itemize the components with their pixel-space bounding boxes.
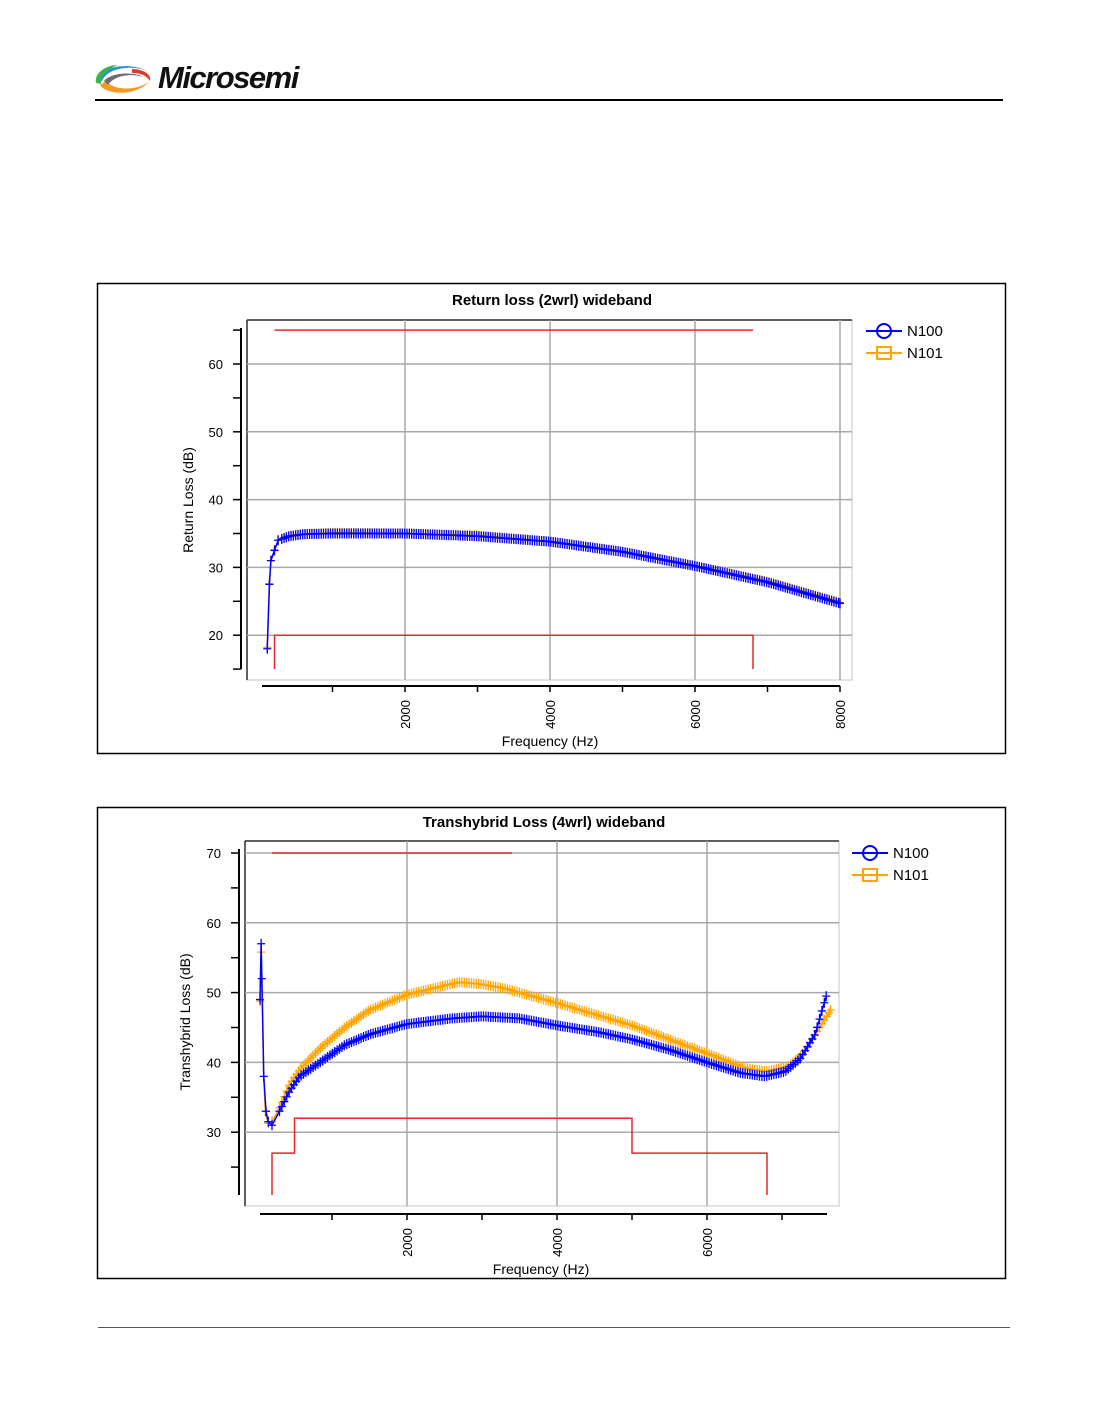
data-point-marker	[265, 579, 274, 590]
plot-content: 30 40 50 60 70 2000 4000 6000	[207, 840, 840, 1257]
x-tick-label: 6000	[688, 700, 703, 729]
legend-item-n100[interactable]: N100	[866, 323, 943, 340]
footer-rule	[98, 1327, 1010, 1328]
y-tick-label: 30	[207, 1125, 221, 1140]
logo-text: Microsemi	[158, 60, 299, 95]
data-point-marker	[262, 1106, 270, 1117]
logo-swirl-icon	[95, 65, 151, 93]
data-point-marker	[836, 598, 844, 609]
transhybrid-loss-chart: Transhybrid Loss (4wrl) wideband Transhy…	[96, 806, 1007, 1280]
data-point-marker	[274, 535, 283, 546]
x-tick-label: 4000	[543, 700, 558, 729]
data-point-marker	[813, 1022, 822, 1033]
x-tick-label: 4000	[550, 1228, 565, 1257]
legend: N100 N101	[866, 323, 943, 362]
legend-label: N100	[893, 845, 929, 862]
data-point-marker	[268, 1120, 276, 1131]
data-point-marker	[256, 994, 264, 1005]
y-tick-label: 50	[207, 986, 221, 1001]
data-point-marker	[820, 997, 829, 1008]
square-marker-icon	[876, 346, 892, 360]
legend-item-n101[interactable]: N101	[866, 345, 943, 362]
y-axis-label: Transhybrid Loss (dB)	[177, 953, 193, 1090]
series-n100	[256, 938, 831, 1131]
data-point-marker	[257, 938, 266, 949]
y-tick-label: 60	[207, 916, 221, 931]
series-n100	[263, 528, 844, 654]
data-point-marker	[266, 555, 275, 566]
circle-marker-icon	[876, 323, 892, 339]
square-marker-icon	[862, 868, 878, 882]
y-tick-label: 30	[209, 560, 223, 575]
x-tick-label: 6000	[700, 1228, 715, 1257]
y-tick-label: 60	[209, 357, 223, 372]
data-point-marker	[810, 1029, 819, 1040]
data-point-marker	[263, 643, 272, 654]
data-point-marker	[270, 545, 279, 556]
chart-title: Transhybrid Loss (4wrl) wideband	[423, 814, 666, 831]
data-point-marker	[815, 1014, 824, 1025]
legend-item-n101[interactable]: N101	[852, 867, 929, 884]
data-point-marker	[817, 1005, 826, 1016]
y-tick-label: 40	[209, 493, 223, 508]
legend-label: N101	[893, 867, 929, 884]
y-axis-label: Return Loss (dB)	[180, 447, 196, 553]
legend: N100 N101	[852, 845, 929, 884]
lower-mask-line	[273, 634, 754, 670]
x-axis-label: Frequency (Hz)	[493, 1261, 589, 1277]
x-tick-label: 8000	[833, 700, 848, 729]
x-axis-label: Frequency (Hz)	[502, 733, 598, 749]
data-point-marker	[259, 1071, 268, 1082]
y-tick-label: 20	[209, 628, 223, 643]
chart-title: Return loss (2wrl) wideband	[452, 292, 652, 309]
return-loss-chart: Return loss (2wrl) wideband Return Loss …	[96, 282, 1007, 755]
y-tick-label: 70	[207, 846, 221, 861]
legend-item-n100[interactable]: N100	[852, 845, 929, 862]
lower-mask-line	[271, 1117, 768, 1196]
data-point-marker	[825, 1007, 834, 1018]
data-point-marker	[822, 991, 831, 1002]
circle-marker-icon	[862, 845, 878, 861]
microsemi-logo: Microsemi	[92, 58, 299, 98]
x-tick-label: 2000	[398, 700, 413, 729]
y-tick-label: 50	[209, 425, 223, 440]
legend-label: N100	[907, 323, 943, 340]
plot-content: 20 30 40 50 60 2000 4000 6000 8000	[209, 319, 853, 729]
x-tick-label: 2000	[400, 1228, 415, 1257]
header-rule	[95, 99, 1003, 101]
y-tick-label: 40	[207, 1055, 221, 1070]
data-point-marker	[826, 1005, 835, 1016]
data-point-marker	[257, 973, 266, 984]
legend-label: N101	[907, 345, 943, 362]
